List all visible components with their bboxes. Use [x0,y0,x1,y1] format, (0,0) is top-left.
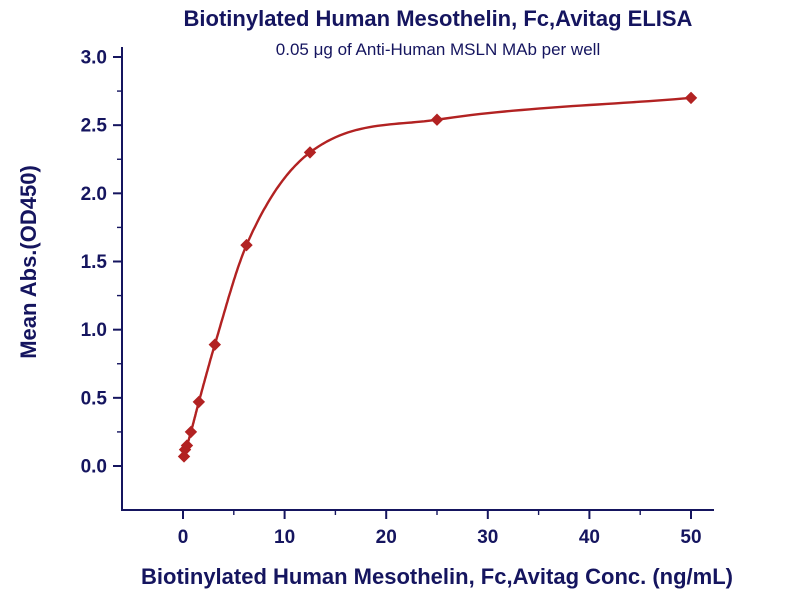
x-tick-label: 0 [178,527,189,548]
data-point-marker [303,146,317,159]
data-point-marker [684,91,698,105]
data-point-marker [192,395,206,409]
y-tick-label: 0.0 [81,457,107,478]
chart-title: Biotinylated Human Mesothelin, Fc,Avitag… [184,6,693,31]
fit-curve [182,96,692,458]
y-tick-label: 0.5 [81,388,108,409]
y-tick-label: 2.5 [81,116,108,137]
y-tick-label: 3.0 [81,48,107,69]
y-tick-label: 1.5 [81,252,108,273]
y-tick-label: 2.0 [81,184,107,205]
chart-subtitle: 0.05 μg of Anti-Human MSLN MAb per well [276,40,600,59]
x-tick-label: 50 [680,527,701,548]
axis-frame [121,47,714,511]
axes: 0 10 20 30 40 50 0.0 0.5 1.0 1.5 2.0 2.5 3.0 [81,47,714,548]
data-series [177,91,698,463]
y-tick-label: 1.0 [81,320,107,341]
x-tick-label: 40 [579,527,600,548]
x-axis-label: Biotinylated Human Mesothelin, Fc,Avitag… [141,564,733,589]
data-point-marker [208,338,222,351]
data-point-marker [430,113,444,126]
data-point-marker [240,238,253,252]
data-point-marker [180,439,194,452]
x-tick-label: 20 [376,527,397,548]
y-axis-label: Mean Abs.(OD450) [16,165,41,359]
data-point-marker [184,425,198,439]
x-tick-label: 30 [477,527,498,548]
x-tick-label: 10 [274,527,295,548]
